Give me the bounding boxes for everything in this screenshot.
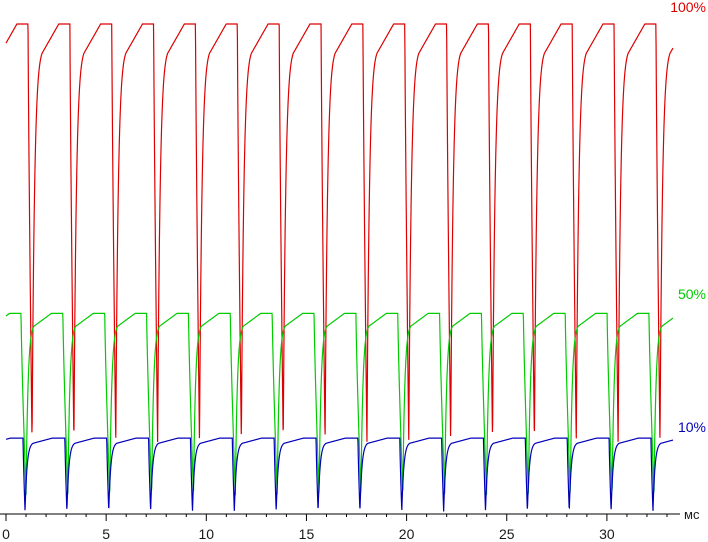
x-axis-unit-label: мс — [684, 507, 700, 522]
series-label-50-percent: 50% — [678, 286, 706, 302]
x-tick-label: 5 — [102, 526, 110, 542]
x-tick-label: 0 — [2, 526, 10, 542]
x-tick-label: 25 — [499, 526, 515, 542]
series-labels: 100% 50% 10% — [670, 0, 706, 435]
series-label-100-percent: 100% — [670, 0, 706, 15]
x-tick-label: 30 — [599, 526, 615, 542]
series-line-100-percent — [5, 23, 674, 443]
x-ticks: 0 5 10 15 20 25 30 — [2, 514, 668, 542]
x-tick-label: 20 — [399, 526, 415, 542]
series-line-50-percent — [5, 312, 674, 496]
x-tick-label: 15 — [299, 526, 315, 542]
series-layer — [5, 23, 674, 512]
x-tick-label: 10 — [199, 526, 215, 542]
series-label-10-percent: 10% — [678, 419, 706, 435]
series-line-10-percent — [5, 437, 674, 512]
